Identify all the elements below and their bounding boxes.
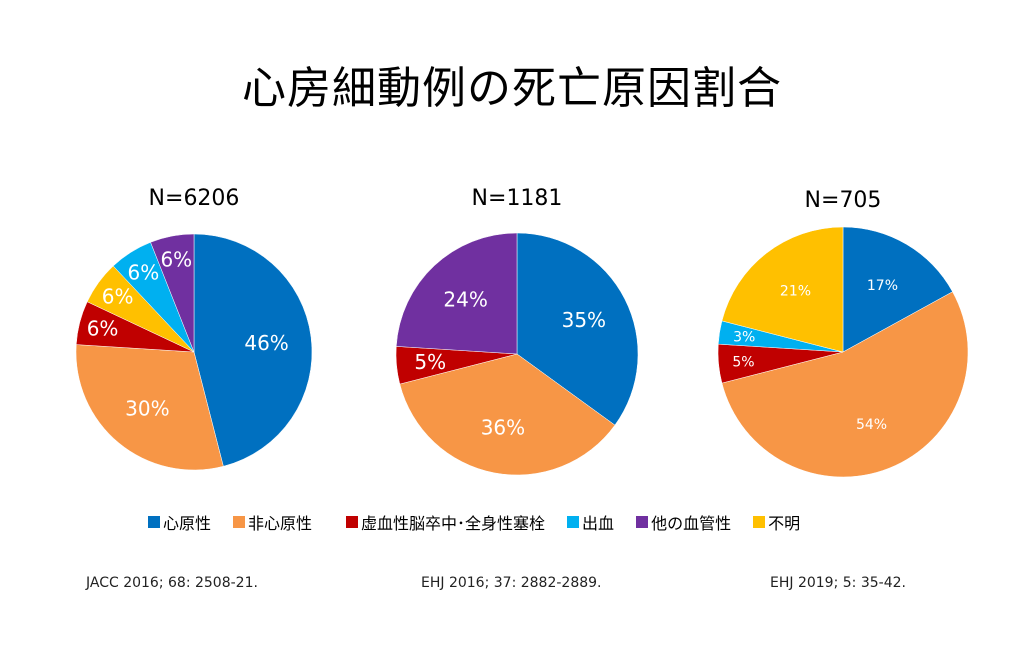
citation-3: EHJ 2019; 5: 35-42.: [770, 575, 906, 591]
legend-item-cardiac: 心原性: [148, 510, 211, 534]
legend-item-stroke: 虚血性脳卒中･全身性塞栓: [346, 510, 545, 534]
legend-item-unknown: 不明: [753, 510, 800, 534]
pie-slice-cardiac: [193, 233, 313, 467]
pie-data-label: 6%: [102, 285, 134, 309]
pie-data-label: 5%: [414, 350, 446, 374]
pie-slice-noncardiac: [75, 344, 224, 471]
legend-label: 非心原性: [248, 514, 313, 533]
pie-data-label: 6%: [160, 247, 192, 271]
pie-data-label: 35%: [562, 308, 606, 332]
legend-label: 心原性: [163, 514, 212, 533]
pie-data-label: 3%: [733, 329, 755, 345]
pie-data-label: 6%: [87, 317, 119, 341]
legend-swatch: [233, 516, 246, 528]
pie-title: N=1181: [472, 186, 563, 211]
legend-item-noncardiac: 非心原性: [233, 510, 312, 534]
pie-data-label: 21%: [780, 284, 811, 300]
legend-label: 出血: [582, 514, 615, 533]
legend-label: 虚血性脳卒中･全身性塞栓: [361, 514, 546, 533]
pie-title: N=705: [805, 188, 882, 213]
pie-slice-othervascular: [150, 233, 195, 353]
pie-title: N=6206: [149, 186, 240, 211]
pie-slice-cardiac: [516, 232, 639, 426]
pie-data-label: 24%: [443, 287, 487, 311]
pie-data-label: 54%: [856, 417, 887, 433]
legend-swatch: [636, 516, 649, 528]
citation-1: JACC 2016; 68: 2508-21.: [86, 575, 258, 591]
pie-slice-unknown: [721, 226, 844, 353]
pie-data-label: 6%: [128, 260, 160, 284]
legend-item-othervascular: 他の血管性: [636, 510, 731, 534]
legend-label: 不明: [768, 514, 801, 533]
slide-title: 心房細動例の死亡原因割合: [242, 63, 782, 114]
citation-2: EHJ 2016; 37: 2882-2889.: [421, 575, 602, 591]
pie-slice-noncardiac: [399, 353, 616, 476]
pie-slice-noncardiac: [721, 291, 969, 478]
pie-slice-othervascular: [395, 232, 518, 355]
legend-swatch: [148, 516, 160, 528]
pie-data-label: 36%: [481, 416, 525, 440]
legend-swatch: [567, 516, 580, 528]
pie-slice-cardiac: [842, 226, 953, 353]
pie-data-label: 17%: [867, 278, 898, 294]
pie-data-label: 30%: [125, 396, 169, 420]
legend-item-bleeding: 出血: [567, 510, 614, 534]
legend-swatch: [753, 516, 766, 528]
legend: 心原性 非心原性 虚血性脳卒中･全身性塞栓 出血 他の血管性 不明: [148, 510, 822, 534]
pie-data-label: 5%: [732, 354, 754, 370]
pie-data-label: 46%: [244, 331, 288, 355]
legend-swatch: [346, 516, 359, 528]
legend-label: 他の血管性: [651, 514, 732, 533]
